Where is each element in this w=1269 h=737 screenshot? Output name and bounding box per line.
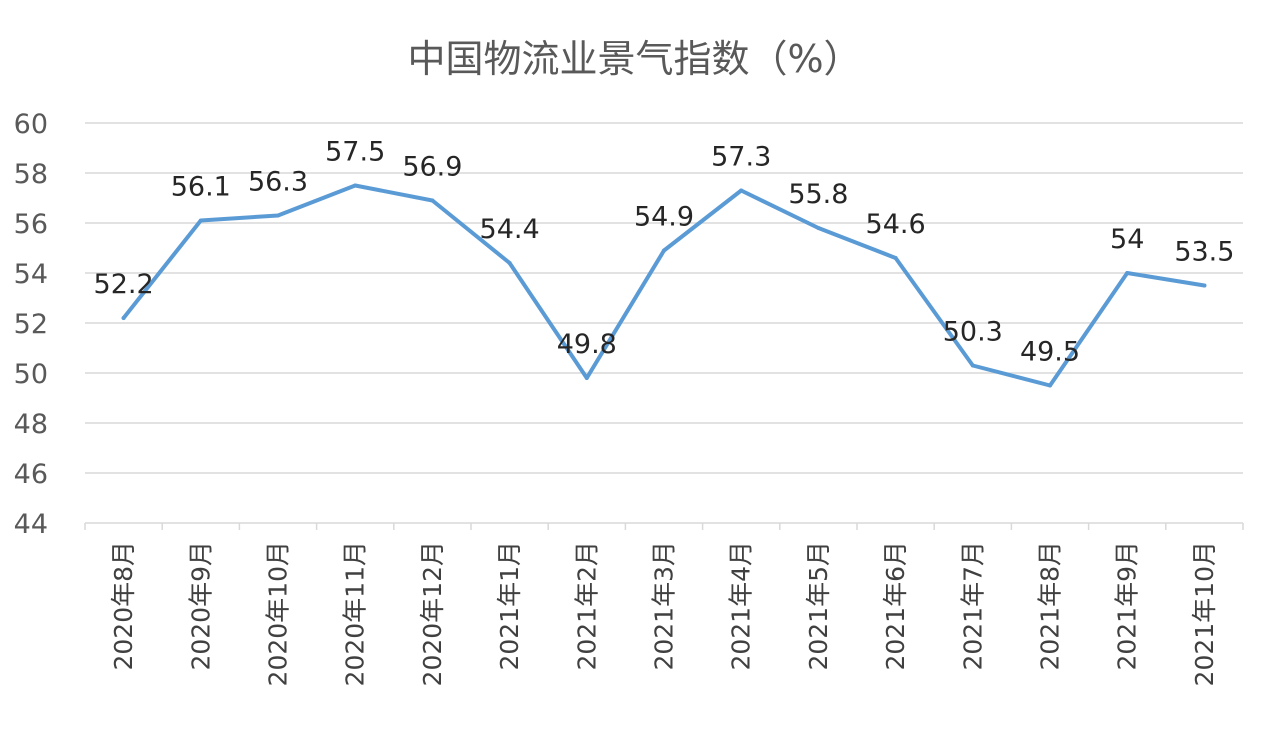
gridlines <box>85 122 1243 474</box>
x-tick-label: 2020年11月 <box>341 541 370 686</box>
data-point <box>1202 283 1207 288</box>
data-label: 57.5 <box>325 137 385 168</box>
x-tick-label: 2020年8月 <box>109 541 138 671</box>
data-label: 54.9 <box>634 202 694 233</box>
data-point <box>739 188 744 193</box>
x-tick-label: 2021年10月 <box>1190 541 1219 686</box>
data-point <box>121 316 126 320</box>
y-tick-label: 44 <box>14 509 48 540</box>
y-tick-label: 50 <box>14 359 48 390</box>
y-tick-label: 46 <box>14 459 48 490</box>
series-line-group <box>121 183 1207 388</box>
data-label: 54.4 <box>480 214 540 245</box>
data-point <box>507 261 512 265</box>
data-point <box>1048 383 1052 388</box>
x-tick-label: 2020年10月 <box>264 541 293 686</box>
data-label: 49.8 <box>557 329 617 360</box>
data-point <box>816 226 821 230</box>
data-point <box>893 256 898 260</box>
data-label: 55.8 <box>788 179 848 210</box>
data-label: 56.9 <box>402 152 462 183</box>
data-point <box>198 218 203 223</box>
y-tick-label: 60 <box>14 109 48 140</box>
data-label: 54 <box>1110 224 1144 255</box>
data-point <box>276 213 280 218</box>
x-tick-label: 2021年7月 <box>958 541 987 671</box>
y-tick-label: 56 <box>14 209 48 240</box>
data-label: 57.3 <box>711 142 771 173</box>
data-label: 49.5 <box>1020 337 1080 368</box>
data-label: 52.2 <box>94 269 154 300</box>
x-tick-label: 2021年2月 <box>572 541 601 671</box>
x-tick-label: 2021年3月 <box>650 541 679 671</box>
x-tick-label: 2021年8月 <box>1036 541 1065 671</box>
data-label: 53.5 <box>1174 237 1234 268</box>
x-tick-label: 2020年12月 <box>418 541 447 686</box>
data-point <box>662 248 666 253</box>
x-tick-label: 2020年9月 <box>186 541 215 671</box>
y-axis: 44 46 48 50 52 54 56 58 60 <box>14 109 48 540</box>
y-tick-label: 48 <box>14 409 48 440</box>
x-tick-label: 2021年4月 <box>727 541 756 671</box>
x-axis: 2020年8月 2020年9月 2020年10月 2020年11月 2020年12月 20… <box>84 522 1244 686</box>
y-tick-label: 58 <box>14 159 48 190</box>
data-labels: 52.2 56.1 56.3 57.5 56.9 54.4 49.8 54.9 57.3 55.8… <box>94 137 1235 368</box>
data-point <box>584 376 589 380</box>
chart-title: 中国物流业景气指数（%） <box>407 37 862 81</box>
y-tick-label: 52 <box>14 309 48 340</box>
x-tick-label: 2021年9月 <box>1113 541 1142 671</box>
x-tick-label: 2021年1月 <box>495 541 524 671</box>
data-point <box>353 183 358 188</box>
data-point <box>970 363 975 368</box>
x-tick-label: 2021年6月 <box>881 541 910 671</box>
data-label: 56.3 <box>248 167 308 198</box>
x-tick-label: 2021年5月 <box>804 541 833 671</box>
data-label: 50.3 <box>943 317 1003 348</box>
data-point <box>430 198 435 203</box>
y-tick-label: 54 <box>14 259 48 290</box>
data-point <box>1125 271 1130 275</box>
data-label: 56.1 <box>171 172 231 203</box>
data-label: 54.6 <box>866 209 926 240</box>
